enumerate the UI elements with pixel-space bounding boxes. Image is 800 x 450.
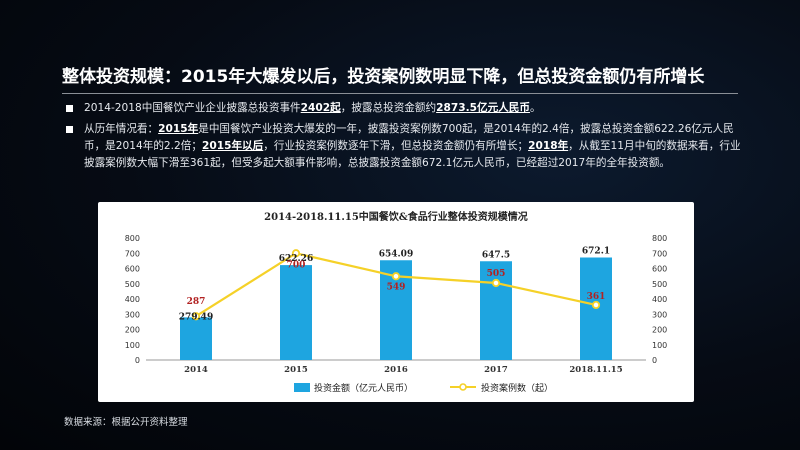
y-left-tick-label: 800 [125,234,140,243]
x-category-label: 2018.11.15 [569,365,622,375]
y-left-tick-label: 600 [125,265,140,274]
legend-bar-label: 投资金额（亿元人民币） [314,382,413,394]
x-category-label: 2014 [184,365,208,375]
y-right-tick-label: 700 [652,249,667,258]
bar-label: 622.26 [279,254,313,264]
bar-label: 647.5 [482,250,510,260]
y-left-tick-label: 200 [125,326,140,335]
y-right-tick-label: 400 [652,295,667,304]
x-category-label: 2015 [284,365,308,375]
y-right-tick-label: 0 [652,356,657,365]
line-point-2018.11.15 [591,300,601,310]
y-right-tick-label: 200 [652,326,667,335]
y-right-tick-label: 300 [652,310,667,319]
bullet-1-text-3: 。 [529,102,541,114]
y-right-tick-label: 600 [652,265,667,274]
y-right-tick-label: 100 [652,341,667,350]
bullet-item-2: 从历年情况看：2015年是中国餐饮产业投资大爆发的一年，披露投资案例数700起，… [64,121,744,172]
x-category-label: 2017 [484,365,508,375]
bar-2015 [280,265,312,360]
page-title: 整体投资规模：2015年大爆发以后，投资案例数明显下降，但总投资金额仍有所增长 [62,62,738,94]
line-label: 287 [187,297,206,307]
line-label: 549 [387,282,406,292]
bullet-2-highlight-2015: 2015年 [158,123,199,135]
y-right-tick-label: 500 [652,280,667,289]
bar-label: 279.49 [179,312,213,322]
y-left-tick-label: 100 [125,341,140,350]
line-point-2014 [191,312,201,321]
y-left-tick-label: 300 [125,310,140,319]
bullet-1-highlight-amount: 2873.5亿元人民币 [436,102,530,114]
line-label: 505 [487,269,506,279]
investment-chart: 2014-2018.11.15中国餐饮&食品行业整体投资规模情况 0 100 200 3… [125,210,668,394]
bar-label: 654.09 [379,249,413,259]
y-left-tick-label: 700 [125,249,140,258]
y-left-tick-label: 400 [125,295,140,304]
bullet-1-text-2: ，披露总投资金额约 [340,102,437,114]
bar-2017 [480,261,512,360]
bullet-2-highlight-after-2015: 2015年以后 [201,140,264,152]
legend-bar-swatch [294,383,310,392]
y-left-tick-label: 0 [135,356,140,365]
bullet-2-text-3: ，行业投资案例数逐年下滑，但总投资金额仍有所增长； [263,140,529,152]
data-source-note: 数据来源：根据公开资料整理 [64,417,188,428]
legend-line-marker [459,383,467,391]
line-label: 361 [587,292,606,302]
y-left-tick-label: 500 [125,280,140,289]
chart-card: 2014-2018.11.15中国餐饮&食品行业整体投资规模情况 0 100 200 3… [98,202,694,402]
y-right-tick-label: 800 [652,234,667,243]
bullet-item-1: 2014-2018中国餐饮产业企业披露总投资事件2402起，披露总投资金额约28… [64,100,744,117]
line-point-2015 [291,249,301,258]
x-category-label: 2016 [384,365,408,375]
line-point-2017 [491,278,501,288]
bullet-1-highlight-count: 2402起 [300,102,341,114]
bar-2014 [180,317,212,360]
bullet-1-text-1: 2014-2018中国餐饮产业企业披露总投资事件 [84,102,301,114]
line-label: 700 [287,260,306,270]
bullet-2-text-1: 从历年情况看： [84,123,159,135]
square-bullet-icon [66,126,73,133]
line-point-2016 [391,272,401,281]
chart-title: 2014-2018.11.15中国餐饮&食品行业整体投资规模情况 [264,210,528,223]
bar-label: 672.1 [582,247,610,257]
bullet-2-text-2: 是中国餐饮产业投资大爆发的一年，披露投资案例数700起，是2014年的2.4倍，… [84,123,734,152]
square-bullet-icon [66,105,73,112]
bullet-list: 2014-2018中国餐饮产业企业披露总投资事件2402起，披露总投资金额约28… [64,100,744,176]
bullet-2-text-4: ，从截至11月中旬的数据来看，行业披露案例数大幅下滑至361起，但受多起大额事件… [84,140,741,169]
bullet-2-highlight-2018: 2018年 [528,140,569,152]
legend-line-label: 投资案例数（起） [481,382,553,394]
